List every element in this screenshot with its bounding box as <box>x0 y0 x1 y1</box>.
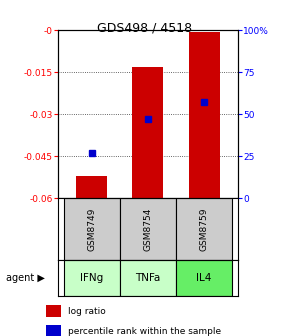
Text: GSM8749: GSM8749 <box>87 208 96 251</box>
Bar <box>120 198 176 260</box>
Text: GDS498 / 4518: GDS498 / 4518 <box>97 22 193 35</box>
Bar <box>188 32 220 198</box>
Text: IL4: IL4 <box>196 273 212 283</box>
Text: percentile rank within the sample: percentile rank within the sample <box>68 327 221 336</box>
Text: IFNg: IFNg <box>80 273 103 283</box>
Bar <box>46 305 61 317</box>
Bar <box>176 198 232 260</box>
Bar <box>64 198 120 260</box>
Text: agent ▶: agent ▶ <box>6 273 45 283</box>
Bar <box>176 260 232 296</box>
Text: TNFa: TNFa <box>135 273 161 283</box>
Bar <box>133 67 163 198</box>
Bar <box>64 260 120 296</box>
Text: GSM8759: GSM8759 <box>200 208 209 251</box>
Bar <box>120 260 176 296</box>
Bar <box>46 325 61 336</box>
Bar <box>76 176 107 198</box>
Text: GSM8754: GSM8754 <box>143 208 153 251</box>
Text: log ratio: log ratio <box>68 307 106 316</box>
